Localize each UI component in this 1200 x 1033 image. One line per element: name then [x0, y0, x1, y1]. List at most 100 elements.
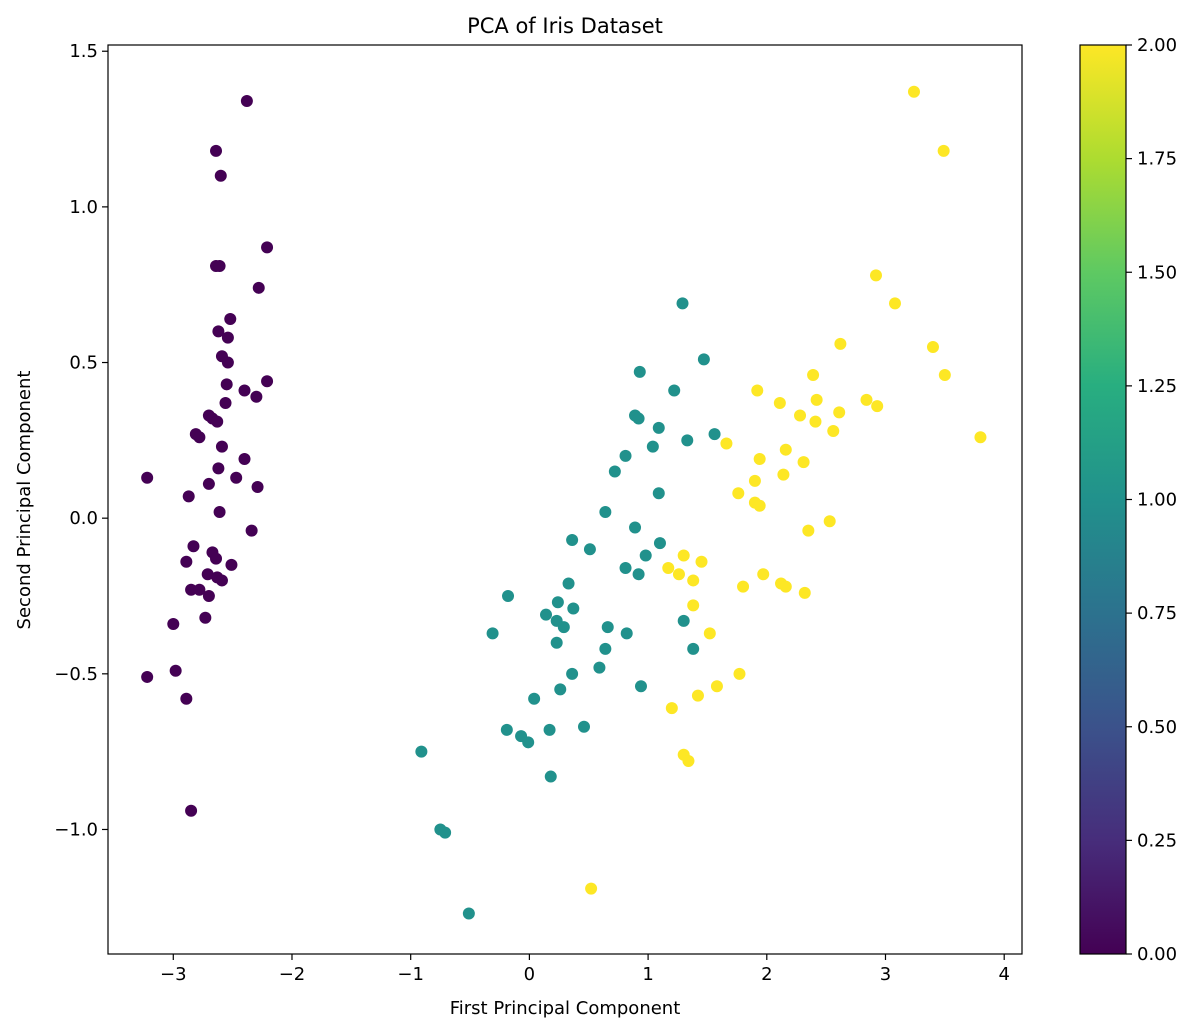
x-tick-label: −2	[279, 964, 306, 985]
data-point-104	[926, 340, 939, 353]
data-point-58	[646, 440, 659, 453]
data-point-77	[677, 614, 690, 627]
data-point-110	[860, 393, 873, 406]
data-point-21	[193, 431, 206, 444]
data-point-22	[215, 440, 228, 453]
data-point-72	[551, 596, 564, 609]
data-point-120	[797, 456, 810, 469]
data-point-83	[687, 642, 700, 655]
data-point-79	[486, 627, 499, 640]
data-point-30	[213, 505, 226, 518]
data-point-106	[938, 368, 951, 381]
data-point-43	[199, 611, 212, 624]
colorbar-tick-label: 1.75	[1137, 149, 1177, 170]
data-point-97	[439, 826, 452, 839]
data-point-40	[185, 583, 198, 596]
data-point-73	[567, 602, 580, 615]
data-point-65	[653, 537, 666, 550]
data-point-112	[833, 406, 846, 419]
data-point-2	[214, 169, 227, 182]
data-point-54	[632, 412, 645, 425]
data-point-12	[220, 378, 233, 391]
data-point-140	[733, 667, 746, 680]
data-point-62	[599, 505, 612, 518]
data-point-95	[544, 770, 557, 783]
data-point-66	[583, 543, 596, 556]
data-point-71	[502, 590, 515, 603]
data-point-108	[773, 396, 786, 409]
data-point-100	[937, 144, 950, 157]
x-tick-label: 4	[998, 964, 1009, 985]
x-tick-label: −3	[160, 964, 187, 985]
data-point-136	[737, 580, 750, 593]
data-point-50	[697, 353, 710, 366]
data-point-68	[619, 561, 632, 574]
data-point-39	[215, 574, 228, 587]
data-point-91	[543, 723, 556, 736]
data-point-129	[695, 555, 708, 568]
y-tick-label: −0.5	[54, 664, 98, 685]
data-point-122	[748, 474, 761, 487]
data-point-118	[779, 443, 792, 456]
colorbar-tick-label: 0.25	[1137, 830, 1177, 851]
data-point-105	[807, 368, 820, 381]
data-point-116	[974, 431, 987, 444]
data-point-90	[500, 723, 513, 736]
data-point-3	[261, 241, 274, 254]
data-point-64	[566, 533, 579, 546]
data-point-19	[211, 415, 224, 428]
data-point-1	[210, 144, 223, 157]
data-point-35	[180, 555, 193, 568]
chart-title: PCA of Iris Dataset	[467, 14, 663, 38]
data-point-143	[665, 702, 678, 715]
data-point-101	[869, 269, 882, 282]
colorbar-tick-label: 0.50	[1137, 717, 1177, 738]
data-point-80	[620, 627, 633, 640]
data-point-11	[221, 356, 234, 369]
data-points	[141, 85, 987, 920]
data-point-127	[802, 524, 815, 537]
y-tick-label: −1.0	[54, 819, 98, 840]
data-point-70	[562, 577, 575, 590]
data-point-60	[608, 465, 621, 478]
x-tick-label: −1	[397, 964, 424, 985]
colorbar-tick-label: 1.50	[1137, 262, 1177, 283]
data-point-52	[668, 384, 681, 397]
data-point-99	[907, 85, 920, 98]
data-point-55	[652, 421, 665, 434]
x-tick-label: 1	[642, 964, 653, 985]
data-point-76	[557, 621, 570, 634]
data-point-87	[634, 680, 647, 693]
data-point-14	[238, 384, 251, 397]
data-point-15	[250, 390, 263, 403]
data-point-85	[566, 667, 579, 680]
data-point-27	[202, 477, 215, 490]
data-point-36	[225, 558, 238, 571]
y-tick-label: 0.0	[69, 508, 98, 529]
x-tick-label: 2	[761, 964, 772, 985]
data-point-121	[777, 468, 790, 481]
data-point-63	[629, 521, 642, 534]
y-tick-label: 1.5	[69, 41, 98, 62]
data-point-41	[193, 583, 206, 596]
x-axis-label: First Principal Component	[450, 998, 681, 1019]
data-point-94	[415, 745, 428, 758]
data-point-139	[703, 627, 716, 640]
data-point-42	[202, 590, 215, 603]
plot-area	[107, 44, 1023, 955]
x-tick-label: 3	[880, 964, 891, 985]
data-point-138	[687, 599, 700, 612]
data-point-98	[462, 907, 475, 920]
data-point-57	[681, 434, 694, 447]
data-point-88	[528, 692, 541, 705]
data-point-29	[182, 490, 195, 503]
data-point-34	[210, 552, 223, 565]
data-point-135	[779, 580, 792, 593]
data-point-111	[871, 400, 884, 413]
data-point-28	[251, 481, 264, 494]
data-point-89	[577, 720, 590, 733]
y-axis-ticks: −1.0 −0.5 0.0 0.5 1.0 1.5	[54, 41, 108, 840]
data-point-84	[593, 661, 606, 674]
data-point-103	[834, 337, 847, 350]
